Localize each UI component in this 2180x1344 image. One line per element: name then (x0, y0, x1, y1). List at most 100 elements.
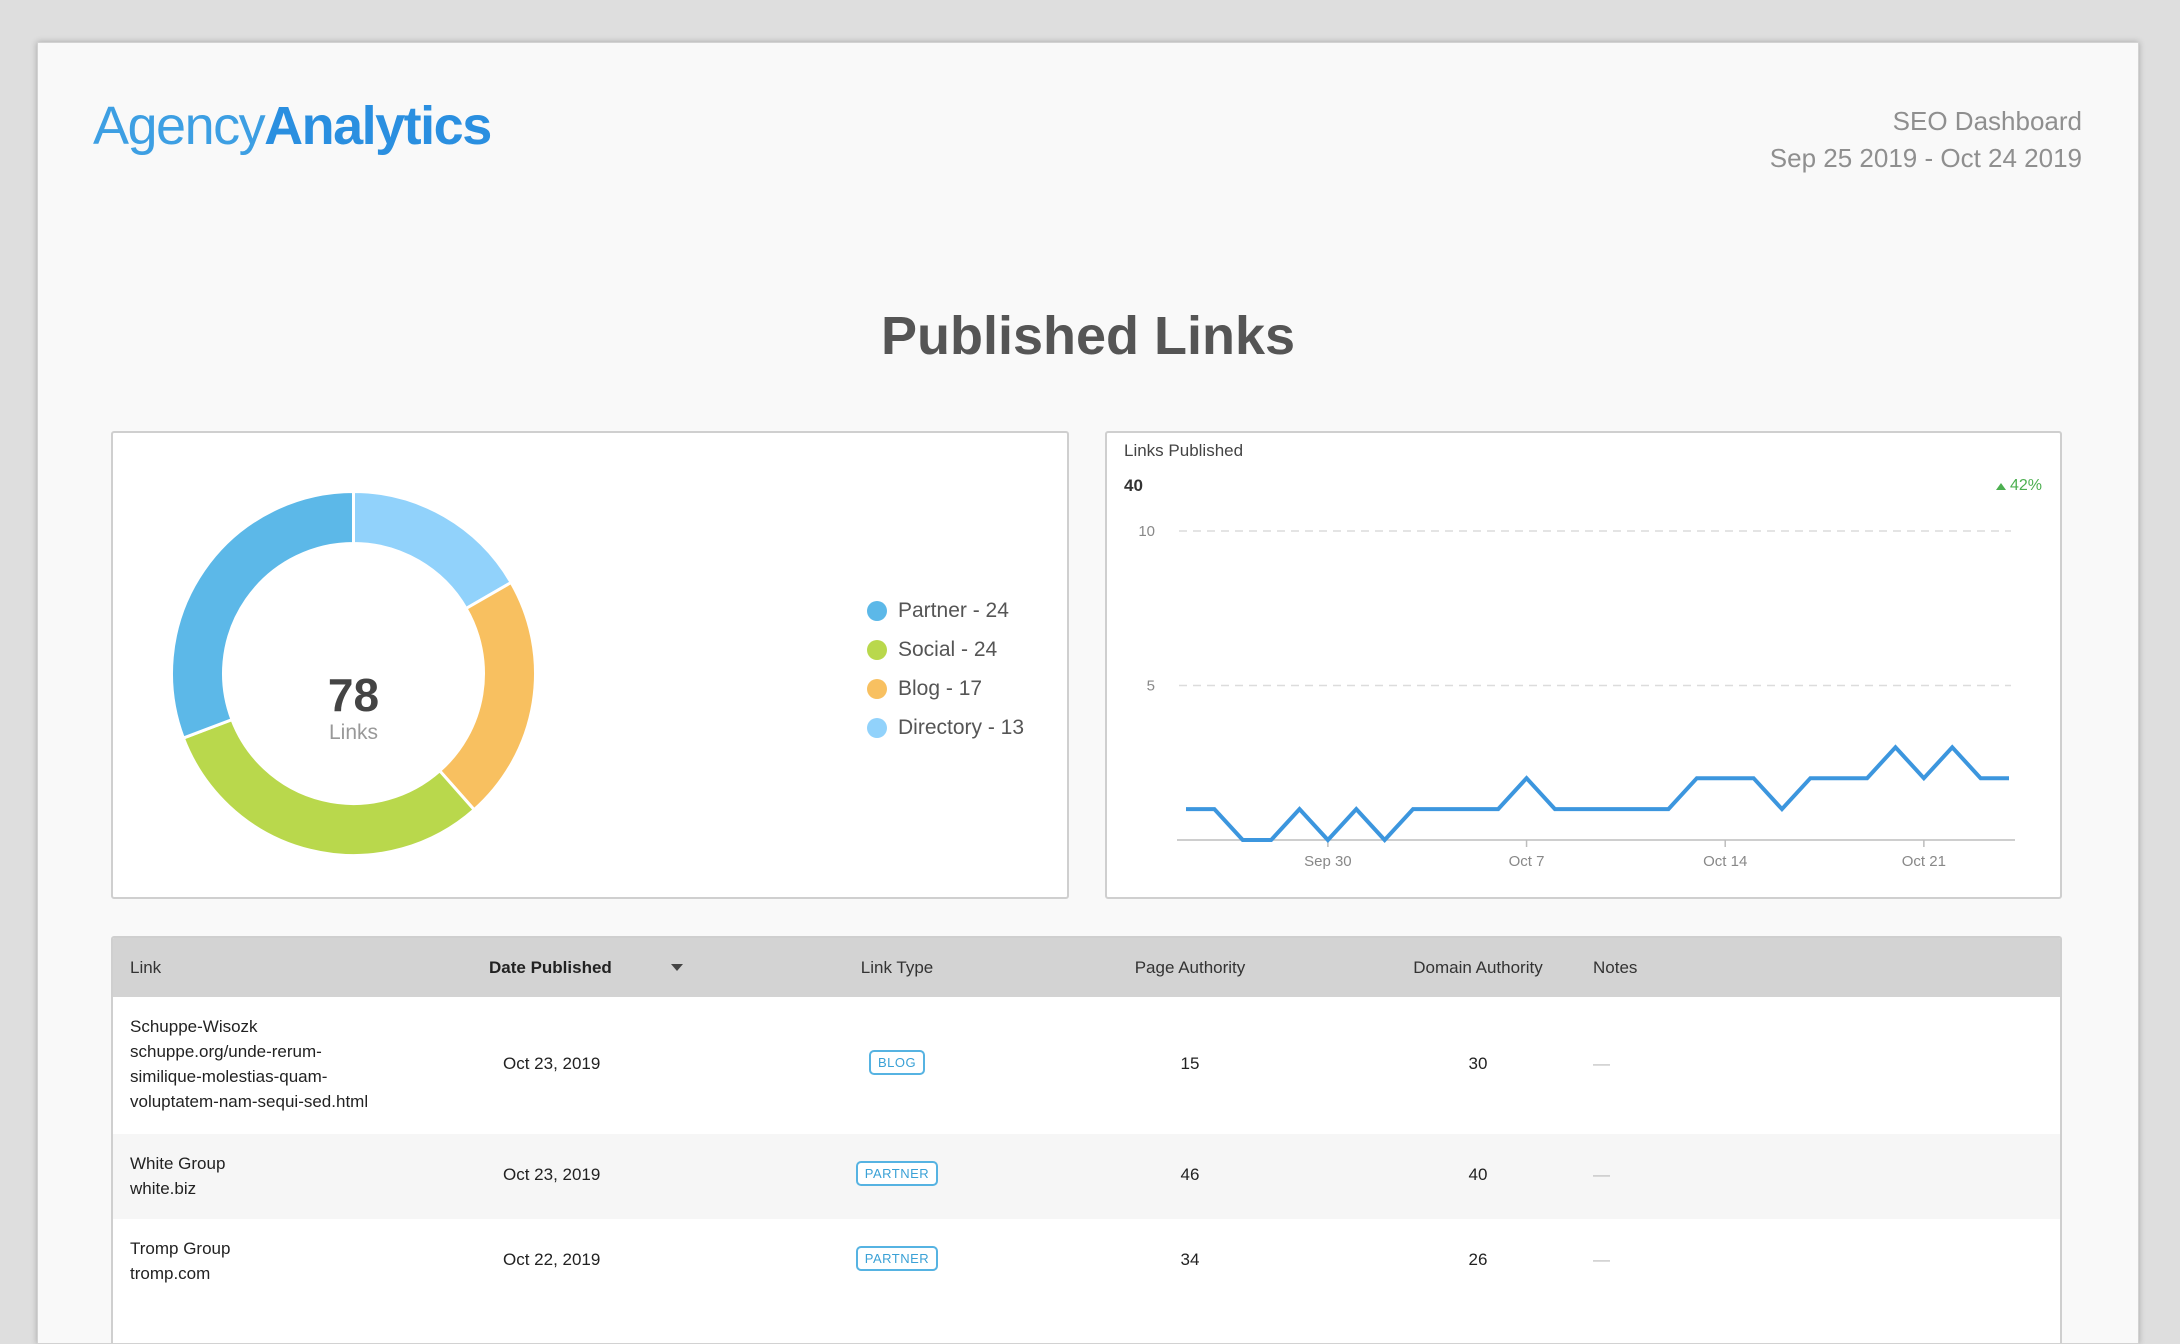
data-point[interactable] (1293, 802, 1307, 816)
links-published-chart-card: Links Published 40 42% 10 5 Sep 30 Oct 7 Oct… (1105, 431, 2062, 899)
link-url[interactable]: tromp.com (130, 1264, 211, 1283)
donut-total-label: Links (328, 721, 379, 744)
link-cell: White Group white.biz (130, 1151, 225, 1201)
logo-text-light: Agency (93, 96, 266, 156)
notes-cell[interactable]: — (1593, 1250, 1610, 1269)
data-point[interactable] (1236, 833, 1250, 847)
legend-dot-icon (867, 600, 887, 621)
link-cell: Schuppe-Wisozk schuppe.org/unde-rerum- s… (130, 1014, 368, 1114)
data-point[interactable] (1349, 802, 1363, 816)
data-point[interactable] (1605, 802, 1619, 816)
x-tick-label: Oct 7 (1509, 853, 1545, 870)
x-tick-label: Oct 21 (1902, 853, 1946, 870)
domain-authority-cell: 30 (1468, 1054, 1488, 1073)
chart-total-value: 40 (1124, 476, 1143, 495)
chart-change-value: 42% (2009, 477, 2042, 494)
link-type-badge: BLOG (868, 1050, 926, 1075)
column-header-link[interactable]: Link (130, 958, 162, 977)
date-published-cell: Oct 23, 2019 (503, 1165, 601, 1184)
domain-authority-cell: 26 (1468, 1250, 1488, 1269)
report-meta: SEO Dashboard Sep 25 2019 - Oct 24 2019 (1770, 103, 2082, 177)
table-header: Link Date Published Link Type Page Autho… (113, 938, 2060, 997)
data-point[interactable] (1803, 771, 1817, 785)
column-header-domain-authority[interactable]: Domain Authority (1413, 958, 1543, 977)
sort-desc-icon[interactable] (671, 964, 683, 971)
data-point[interactable] (1888, 740, 1902, 754)
x-tick-label: Oct 14 (1703, 853, 1747, 870)
column-header-notes[interactable]: Notes (1593, 958, 1638, 977)
date-published-cell: Oct 23, 2019 (503, 1054, 601, 1073)
column-header-page-authority[interactable]: Page Authority (1134, 958, 1246, 977)
link-url[interactable]: similique-molestias-quam- (130, 1067, 328, 1086)
data-point[interactable] (1633, 802, 1647, 816)
y-tick-label: 10 (1138, 523, 1155, 540)
data-point[interactable] (1406, 802, 1420, 816)
legend-label: Blog - 17 (898, 676, 983, 700)
link-type-donut-card: 78 Links Partner - 24 Social - 24 Blog -… (111, 431, 1069, 899)
table-row[interactable]: White Group white.biz Oct 23, 2019 PARTN… (113, 1134, 2060, 1219)
data-point[interactable] (1945, 740, 1959, 754)
data-point[interactable] (1974, 771, 1988, 785)
page-authority-cell: 46 (1180, 1165, 1200, 1184)
link-url[interactable]: voluptatem-nam-sequi-sed.html (130, 1092, 369, 1111)
link-cell: Tromp Group tromp.com (130, 1236, 230, 1286)
column-header-date-published[interactable]: Date Published (489, 958, 612, 977)
link-title: Tromp Group (130, 1239, 231, 1258)
data-point[interactable] (1520, 771, 1534, 785)
data-point[interactable] (1576, 802, 1590, 816)
data-point[interactable] (1860, 771, 1874, 785)
published-links-table: Link Date Published Link Type Page Autho… (111, 936, 2062, 1343)
data-point[interactable] (1321, 833, 1335, 847)
column-header-link-type[interactable]: Link Type (860, 958, 934, 977)
legend-item-blog: Blog - 17 (867, 669, 1024, 708)
donut-slice-partner[interactable] (170, 489, 355, 740)
report-name: SEO Dashboard (1892, 106, 2082, 136)
data-point[interactable] (1378, 833, 1392, 847)
data-point[interactable] (1718, 771, 1732, 785)
notes-cell[interactable]: — (1593, 1165, 1610, 1184)
legend-label: Social - 24 (898, 637, 998, 661)
link-title: White Group (130, 1154, 226, 1173)
data-point[interactable] (1463, 802, 1477, 816)
data-point[interactable] (1264, 833, 1278, 847)
legend-item-partner: Partner - 24 (867, 591, 1024, 630)
data-point[interactable] (1548, 802, 1562, 816)
data-point[interactable] (1434, 802, 1448, 816)
donut-slice-social[interactable] (181, 717, 477, 857)
data-point[interactable] (1832, 771, 1846, 785)
data-point[interactable] (1179, 802, 1193, 816)
data-point[interactable] (1690, 771, 1704, 785)
link-url[interactable]: schuppe.org/unde-rerum- (130, 1042, 322, 1061)
data-point[interactable] (1917, 771, 1931, 785)
x-tick-label: Sep 30 (1304, 853, 1352, 870)
table-row[interactable]: Tromp Group tromp.com Oct 22, 2019 PARTN… (113, 1219, 2060, 1304)
data-point[interactable] (2002, 771, 2016, 785)
legend-label: Partner - 24 (898, 598, 1009, 622)
donut-legend: Partner - 24 Social - 24 Blog - 17 Direc… (867, 591, 1024, 747)
link-type-badge: PARTNER (855, 1161, 939, 1186)
link-url[interactable]: white.biz (130, 1179, 197, 1198)
legend-label: Directory - 13 (898, 715, 1025, 739)
data-point[interactable] (1207, 802, 1221, 816)
chart-change-badge: 42% (1995, 477, 2042, 495)
data-point[interactable] (1747, 771, 1761, 785)
y-tick-label: 5 (1147, 678, 1155, 695)
data-point[interactable] (1775, 802, 1789, 816)
notes-cell[interactable]: — (1593, 1054, 1610, 1073)
logo-text-bold: Analytics (264, 96, 492, 156)
data-point[interactable] (1491, 802, 1505, 816)
legend-item-directory: Directory - 13 (867, 708, 1024, 747)
page-authority-cell: 15 (1180, 1054, 1200, 1073)
page-title: Published Links (880, 306, 1296, 366)
chart-title: Links Published (1124, 441, 1244, 460)
report-date-range: Sep 25 2019 - Oct 24 2019 (1769, 143, 2082, 173)
link-type-cell: PARTNER (807, 1161, 987, 1186)
page-authority-cell: 34 (1180, 1250, 1200, 1269)
data-point[interactable] (1661, 802, 1675, 816)
triangle-up-icon (1995, 482, 2006, 490)
legend-dot-icon (867, 678, 887, 699)
legend-item-social: Social - 24 (867, 630, 1024, 669)
legend-dot-icon (867, 717, 887, 738)
table-row[interactable]: Schuppe-Wisozk schuppe.org/unde-rerum- s… (113, 997, 2060, 1134)
link-type-cell: BLOG (807, 1050, 987, 1075)
